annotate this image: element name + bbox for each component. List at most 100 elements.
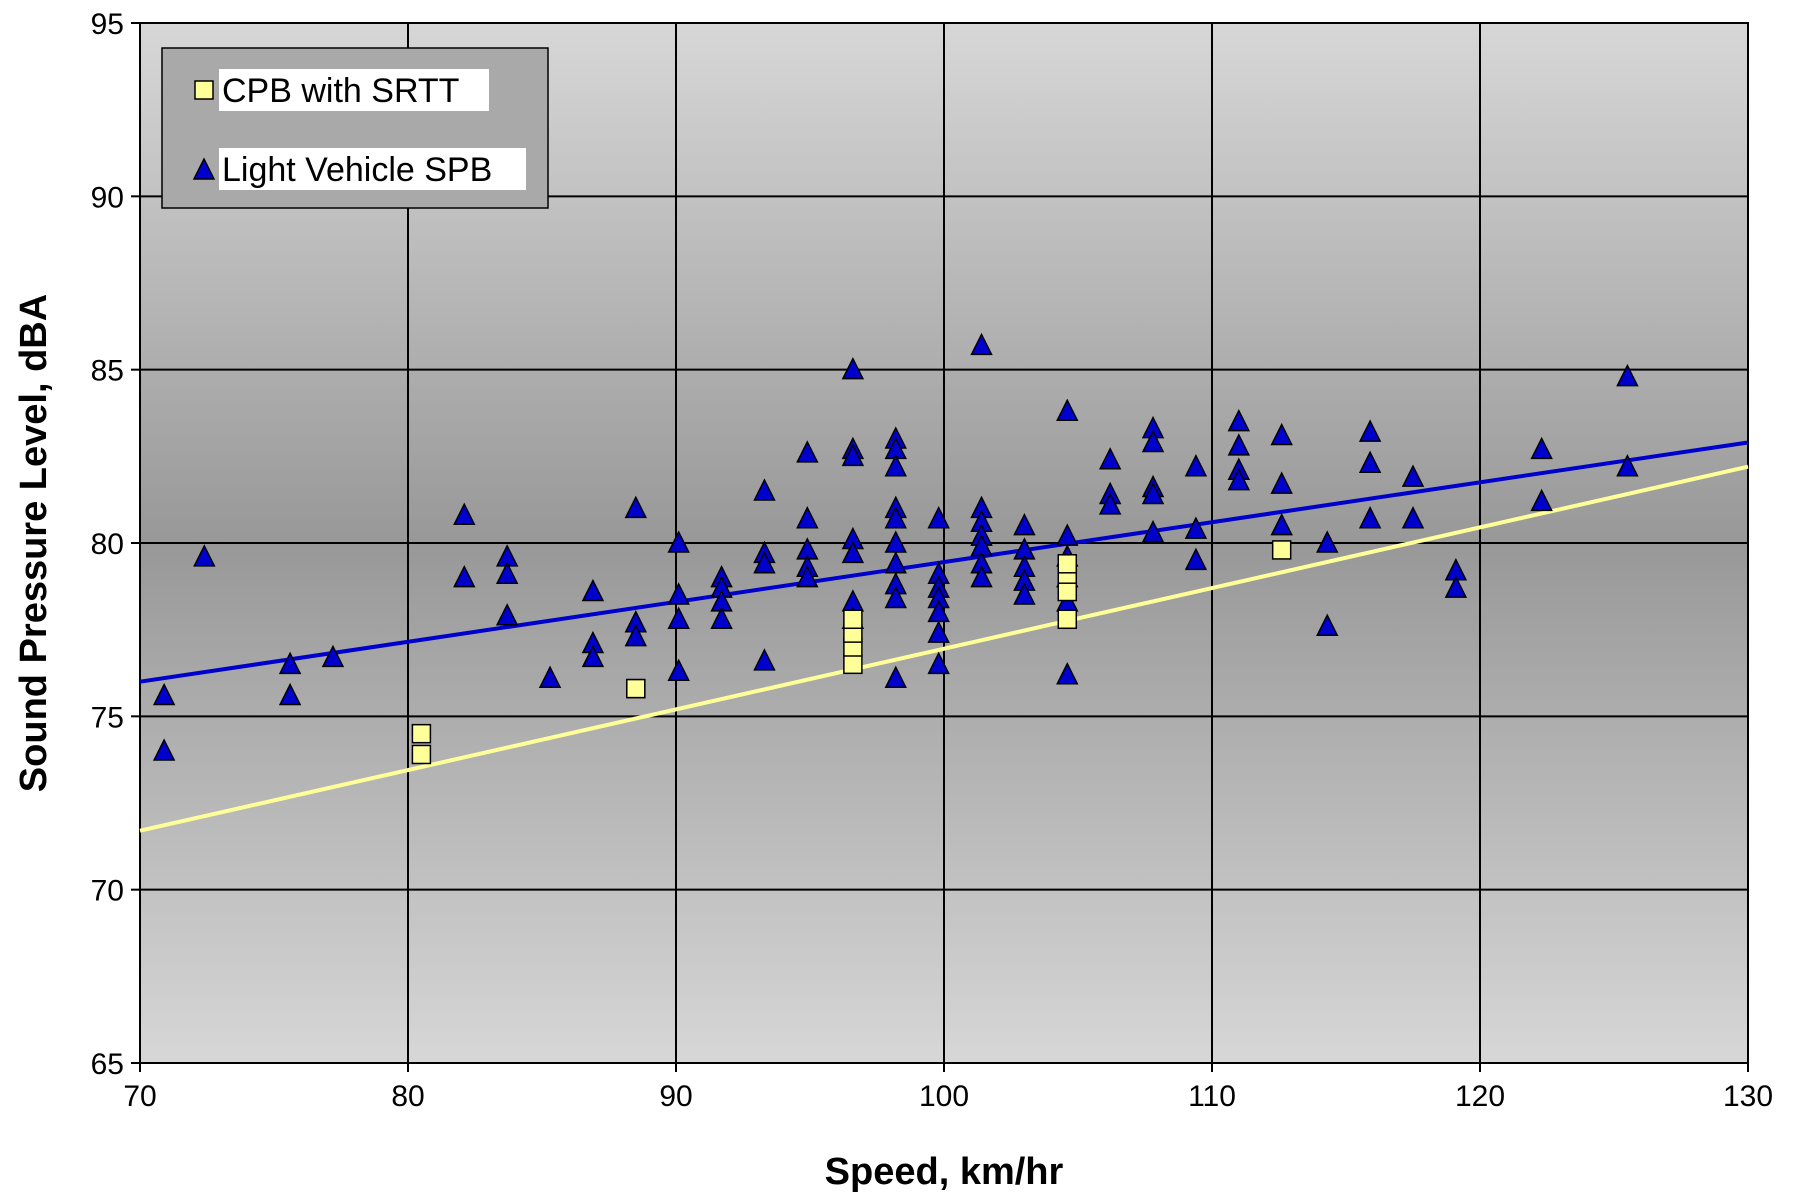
marker-series1-point-28 bbox=[753, 551, 776, 574]
marker-series1-point-107 bbox=[1616, 454, 1639, 477]
marker-series1-point-10 bbox=[495, 603, 519, 626]
marker-series1-point-21 bbox=[667, 658, 690, 682]
marker-series1-point-15 bbox=[624, 495, 648, 519]
marker-series1-point-6 bbox=[453, 502, 476, 526]
trendline-0 bbox=[139, 464, 1749, 833]
marker-series1-point-35 bbox=[841, 356, 865, 380]
legend-markers bbox=[192, 80, 216, 180]
marker-series1-point-50 bbox=[884, 585, 907, 609]
marker-series1-point-88 bbox=[1227, 408, 1251, 432]
marker-series1-point-79 bbox=[1098, 492, 1122, 515]
marker-series1-point-84 bbox=[1141, 519, 1165, 543]
legend-label-light-vehicle-spb: Light Vehicle SPB bbox=[222, 151, 492, 189]
x-tick-label-70: 70 bbox=[123, 1080, 156, 1113]
marker-series1-point-14 bbox=[581, 644, 605, 668]
marker-series1-point-25 bbox=[710, 606, 733, 630]
marker-series1-point-39 bbox=[841, 540, 865, 564]
marker-series1-point-46 bbox=[884, 506, 907, 529]
marker-series1-point-66 bbox=[1013, 512, 1036, 536]
marker-series1-point-103 bbox=[1444, 575, 1468, 598]
marker-series1-point-5 bbox=[321, 644, 345, 668]
marker-series1-point-58 bbox=[927, 651, 950, 675]
marker-series0-point-8 bbox=[1057, 609, 1078, 630]
legend-marker-light-vehicle-spb bbox=[192, 157, 216, 180]
marker-series1-point-95 bbox=[1316, 530, 1339, 553]
marker-series1-point-101 bbox=[1401, 506, 1425, 529]
marker-series1-point-12 bbox=[581, 578, 605, 602]
marker-series0-point-12 bbox=[1271, 540, 1292, 560]
legend: CPB with SRTT Light Vehicle SPB bbox=[161, 47, 549, 209]
marker-series0-point-7 bbox=[843, 609, 863, 630]
marker-series1-point-70 bbox=[1013, 582, 1036, 605]
marker-series1-point-77 bbox=[1098, 447, 1122, 470]
marker-series1-point-17 bbox=[624, 623, 648, 647]
marker-series0-point-3 bbox=[626, 678, 646, 699]
legend-label-bg-0 bbox=[219, 69, 489, 111]
x-tick-label-130: 130 bbox=[1723, 1080, 1773, 1113]
marker-series1-point-87 bbox=[1184, 547, 1208, 571]
marker-series1-point-100 bbox=[1401, 464, 1425, 487]
y-tick-label-70: 70 bbox=[91, 875, 124, 908]
marker-series0-point-11 bbox=[1057, 554, 1078, 574]
marker-series1-point-57 bbox=[927, 620, 950, 643]
marker-series1-point-30 bbox=[796, 440, 819, 463]
marker-series1-point-105 bbox=[1530, 488, 1553, 512]
marker-series1-point-106 bbox=[1616, 363, 1639, 387]
y-axis-title: Sound Pressure Level, dBA bbox=[13, 294, 55, 792]
y-tick-label-65: 65 bbox=[91, 1048, 124, 1081]
x-axis-ticks: 70 80 90 100 110 120 130 bbox=[123, 1063, 1773, 1113]
marker-series1-point-65 bbox=[970, 564, 993, 588]
marker-series1-point-97 bbox=[1358, 419, 1382, 442]
marker-series1-point-34 bbox=[796, 564, 819, 588]
y-tick-label-85: 85 bbox=[91, 355, 124, 388]
marker-series1-point-52 bbox=[927, 506, 950, 529]
x-tick-label-100: 100 bbox=[919, 1080, 969, 1113]
marker-series1-point-99 bbox=[1358, 506, 1382, 529]
marker-series1-point-29 bbox=[753, 648, 776, 671]
x-tick-label-110: 110 bbox=[1188, 1080, 1236, 1113]
marker-series1-point-94 bbox=[1270, 512, 1293, 536]
marker-series1-point-51 bbox=[884, 665, 907, 688]
marker-series1-point-81 bbox=[1141, 429, 1165, 453]
marker-series1-point-83 bbox=[1141, 481, 1165, 505]
data-markers bbox=[152, 332, 1639, 765]
marker-series1-point-19 bbox=[667, 582, 690, 605]
trendline-1 bbox=[139, 440, 1749, 684]
marker-series0-point-1 bbox=[411, 744, 432, 765]
marker-series1-point-71 bbox=[1056, 398, 1079, 422]
marker-series1-point-37 bbox=[841, 443, 865, 467]
marker-series1-point-59 bbox=[970, 332, 993, 356]
y-tick-label-95: 95 bbox=[91, 8, 124, 41]
x-tick-label-120: 120 bbox=[1455, 1080, 1505, 1113]
legend-label-cpb-with-srtt: CPB with SRTT bbox=[222, 72, 459, 110]
marker-series1-point-92 bbox=[1270, 422, 1293, 446]
marker-series1-point-26 bbox=[753, 478, 776, 501]
marker-series1-point-86 bbox=[1184, 516, 1208, 539]
legend-marker-cpb-with-srtt bbox=[194, 80, 214, 100]
marker-series1-point-20 bbox=[667, 606, 690, 630]
marker-series1-point-1 bbox=[152, 738, 176, 761]
marker-series1-point-96 bbox=[1316, 613, 1339, 636]
y-tick-label-90: 90 bbox=[91, 181, 124, 214]
marker-series1-point-91 bbox=[1227, 467, 1251, 491]
marker-series1-point-2 bbox=[193, 544, 216, 567]
y-tick-label-80: 80 bbox=[91, 528, 124, 561]
legend-label-bg-1 bbox=[219, 148, 526, 190]
marker-series1-point-18 bbox=[667, 530, 690, 553]
marker-series1-point-3 bbox=[278, 651, 302, 675]
marker-series1-point-9 bbox=[495, 561, 519, 584]
marker-series1-point-7 bbox=[453, 564, 476, 588]
trendlines bbox=[139, 440, 1749, 833]
marker-series1-point-104 bbox=[1530, 436, 1553, 460]
marker-series1-point-0 bbox=[152, 682, 176, 706]
y-tick-label-75: 75 bbox=[91, 701, 124, 734]
x-tick-label-90: 90 bbox=[659, 1080, 692, 1113]
marker-series1-point-44 bbox=[884, 454, 907, 477]
marker-series0-point-9 bbox=[1057, 581, 1078, 602]
marker-series1-point-89 bbox=[1227, 433, 1251, 456]
y-axis-ticks: 65 70 75 80 85 90 95 bbox=[91, 8, 140, 1081]
marker-series1-point-93 bbox=[1270, 471, 1293, 494]
marker-series1-point-4 bbox=[278, 682, 302, 706]
x-axis-title: Speed, km/hr bbox=[825, 1151, 1064, 1193]
